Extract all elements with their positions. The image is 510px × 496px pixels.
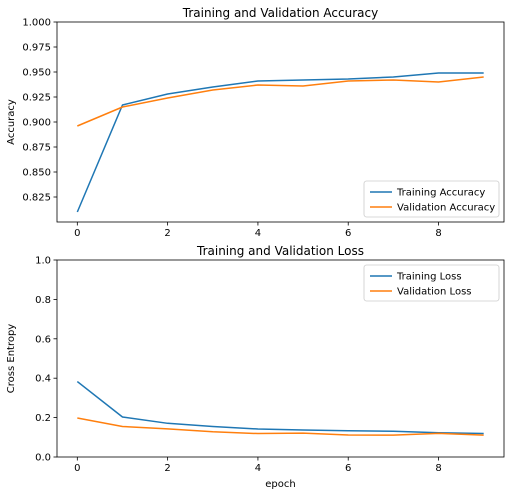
legend-entry: Validation Loss: [397, 287, 472, 298]
x-tick-label: 4: [255, 463, 261, 474]
y-tick-label: 0.0: [35, 453, 51, 464]
x-tick-label: 8: [435, 228, 441, 239]
y-tick-label: 0.8: [35, 295, 51, 306]
y-axis-label: Cross Entropy: [6, 324, 17, 394]
y-tick-label: 0.875: [22, 143, 51, 154]
y-axis-label: Accuracy: [6, 99, 17, 145]
y-tick-label: 0.950: [22, 68, 51, 79]
legend-entry: Training Loss: [396, 272, 462, 283]
y-tick-label: 1.0: [35, 256, 51, 267]
chart-accuracy: Training and Validation Accuracy 0 2 4 6 8 0.8…: [6, 6, 505, 239]
y-tick-label: 0.6: [35, 334, 51, 345]
x-tick-label: 0: [74, 463, 80, 474]
legend-box: [363, 264, 500, 302]
legend: Training Accuracy Validation Accuracy: [363, 180, 500, 218]
chart-loss: Training and Validation Loss 0 2 4 6 8 0.0 0.2 0…: [6, 244, 505, 490]
legend-entry: Validation Accuracy: [397, 203, 495, 214]
x-tick-label: 0: [74, 228, 80, 239]
chart-title: Training and Validation Accuracy: [182, 6, 378, 20]
x-axis-label: epoch: [265, 479, 295, 490]
series-line-training-accuracy: [76, 72, 484, 213]
x-tick-label: 2: [164, 228, 170, 239]
series-line-training-loss: [76, 380, 484, 435]
legend-box: [363, 180, 500, 218]
plot-frame: [56, 259, 505, 458]
legend: Training Loss Validation Loss: [363, 264, 500, 302]
x-tick-label: 6: [345, 228, 351, 239]
chart-title: Training and Validation Loss: [196, 244, 364, 258]
y-tick-label: 0.825: [22, 193, 51, 204]
legend-entry: Training Accuracy: [396, 188, 485, 199]
x-tick-label: 4: [255, 228, 261, 239]
y-tick-label: 0.850: [22, 168, 51, 179]
y-tick-label: 0.925: [22, 93, 51, 104]
series-line-validation-loss: [77, 417, 484, 436]
y-tick-label: 1.000: [22, 18, 51, 29]
x-tick-label: 2: [164, 463, 170, 474]
y-tick-label: 0.4: [35, 374, 51, 385]
y-tick-label: 0.975: [22, 43, 51, 54]
y-tick-label: 0.2: [35, 413, 51, 424]
x-tick-label: 6: [345, 463, 351, 474]
x-tick-label: 8: [435, 463, 441, 474]
y-tick-label: 0.900: [22, 118, 51, 129]
series-line-validation-accuracy: [77, 76, 484, 127]
